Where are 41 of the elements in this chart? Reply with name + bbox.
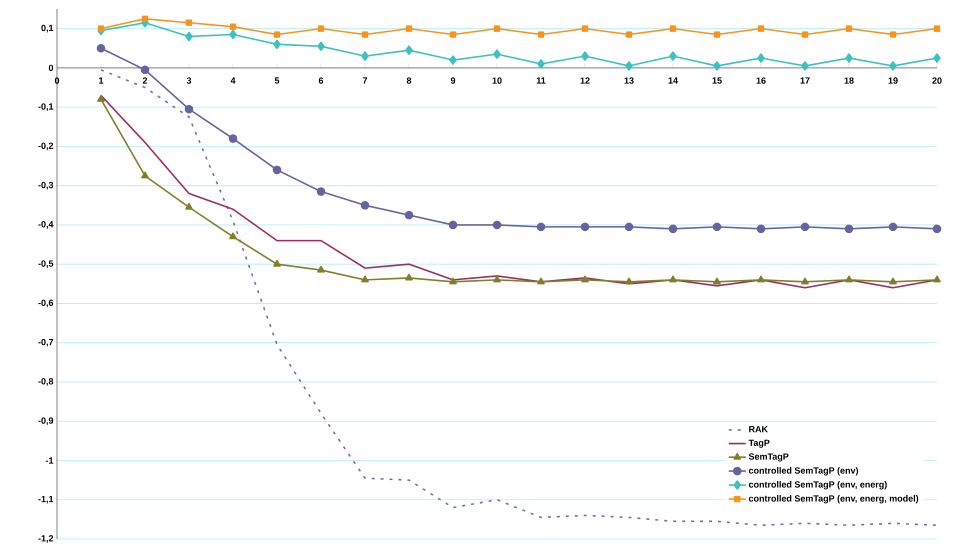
x-tick-label: 19	[888, 77, 898, 84]
y-tick-label: 0	[48, 64, 54, 72]
legend-label: controlled SemTagP (env, energ)	[748, 481, 887, 490]
x-tick-label: 15	[712, 77, 722, 84]
x-tick-label: 1	[99, 77, 104, 84]
x-tick-label: 9	[450, 77, 456, 84]
legend-label: RAK	[749, 426, 768, 432]
y-tick-label: -0,6	[38, 300, 54, 308]
y-tick-label: -0,9	[38, 417, 54, 426]
y-tick-label: -1	[46, 457, 54, 464]
legend-label: SemTagP	[748, 453, 788, 462]
x-tick-label: 8	[406, 77, 412, 84]
x-tick-label: 7	[362, 77, 368, 84]
x-tick-label: 18	[844, 77, 854, 84]
x-tick-label: 3	[186, 77, 192, 84]
y-tick-label: -1,2	[38, 535, 54, 543]
y-tick-label: -0,2	[38, 142, 54, 150]
x-tick-label: 0	[54, 77, 60, 84]
y-tick-label: -0,3	[38, 182, 54, 190]
x-tick-label: 2	[142, 77, 148, 84]
x-tick-label: 6	[318, 77, 324, 84]
x-tick-label: 11	[536, 77, 546, 84]
y-tick-label: -1,1	[38, 496, 54, 504]
y-tick-label: 0,1	[41, 24, 54, 32]
y-tick-label: -0,1	[38, 103, 54, 111]
y-tick-label: -0,8	[38, 378, 54, 386]
legend-label: controlled SemTagP (env, energ, model)	[748, 495, 918, 504]
x-tick-label: 16	[756, 77, 766, 84]
legend-label: TagP	[748, 440, 770, 448]
x-tick-label: 14	[668, 77, 678, 84]
y-tick-label: -0,4	[38, 221, 54, 229]
x-tick-label: 20	[932, 77, 942, 84]
legend-label: controlled SemTagP (env)	[748, 467, 858, 476]
y-tick-label: -0,7	[38, 338, 54, 347]
y-tick-label: -0,5	[38, 260, 54, 268]
x-tick-label: 10	[492, 77, 502, 84]
x-tick-label: 13	[624, 77, 634, 84]
x-tick-label: 5	[274, 77, 280, 84]
x-tick-label: 4	[230, 77, 236, 84]
x-tick-label: 17	[800, 77, 810, 84]
x-tick-label: 12	[580, 77, 590, 84]
